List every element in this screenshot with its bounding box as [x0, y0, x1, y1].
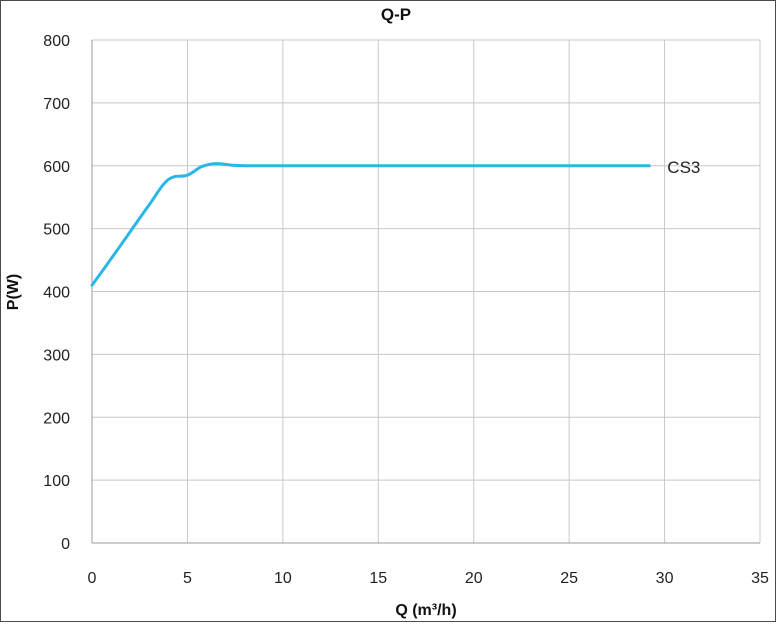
chart-title: Q-P: [381, 5, 411, 24]
y-tick-label: 700: [43, 96, 70, 113]
y-tick-label: 800: [43, 33, 70, 50]
y-tick-label: 100: [43, 473, 70, 490]
y-tick-label: 500: [43, 222, 70, 239]
x-tick-label: 5: [183, 570, 192, 587]
axes: [91, 40, 760, 544]
x-axis-title: Q (m³/h): [395, 602, 456, 619]
y-tick-label: 600: [43, 159, 70, 176]
y-axis-title: P(W): [5, 274, 22, 310]
series-line-cs3: [90, 162, 651, 287]
series: CS3: [90, 158, 700, 287]
series-label: CS3: [667, 158, 700, 177]
y-tick-label: 200: [43, 410, 70, 427]
x-tick-label: 0: [88, 570, 97, 587]
x-tick-label: 35: [751, 570, 769, 587]
y-tick-label: 400: [43, 285, 70, 302]
y-tick-label: 0: [61, 536, 70, 553]
x-tick-label: 30: [656, 570, 674, 587]
grid-lines: [91, 39, 761, 544]
x-tick-label: 20: [465, 570, 483, 587]
x-tick-label: 10: [274, 570, 292, 587]
x-tick-label: 15: [369, 570, 387, 587]
y-tick-label: 300: [43, 347, 70, 364]
tick-labels: 0 100 200 300 400 500 600 700 800 0 5 10 15 20 25 30 35: [43, 33, 769, 587]
x-tick-label: 25: [560, 570, 578, 587]
